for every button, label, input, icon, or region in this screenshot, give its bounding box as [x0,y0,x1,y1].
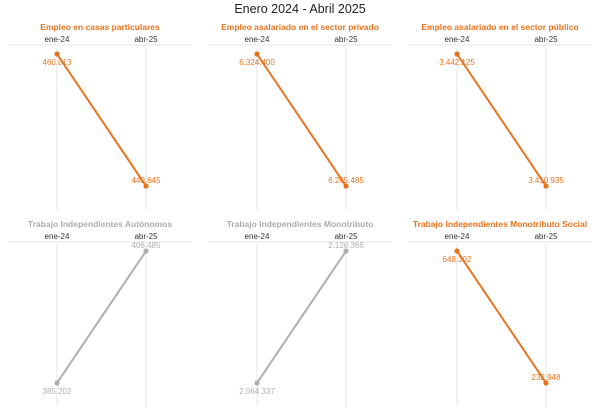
series-line [256,250,347,384]
panel-chart: ene-24 abr-25 6.324.400 6.265.485 [208,35,392,210]
panel-title: Trabajo Independientes Monotributo Socia… [412,219,588,229]
panel-chart: ene-24 abr-25 460.013 440.645 [8,35,192,210]
x-tick-label: ene-24 [45,35,70,44]
panel-title: Empleo asalariado en el sector público [421,22,579,32]
value-label: 2.064.337 [239,387,275,396]
x-tick-label: ene-24 [445,232,470,241]
value-label: 406.485 [132,241,161,250]
panel-chart: ene-24 abr-25 385.202 406.485 [8,232,192,407]
data-point [54,380,60,386]
data-point [543,183,549,189]
data-point [343,183,349,189]
x-tick-label: abr-25 [134,232,158,241]
chart-title: Enero 2024 - Abril 2025 [234,2,366,16]
value-label: 232.948 [532,373,561,382]
value-label: 2.126.366 [328,241,364,250]
x-tick-label: abr-25 [334,35,358,44]
x-tick-label: ene-24 [445,35,470,44]
panel-title: Empleo asalariado en el sector privado [221,22,379,32]
value-label: 440.645 [132,176,161,185]
series-line [256,53,347,187]
value-label: 6.265.485 [328,176,364,185]
series-line [56,250,147,384]
x-tick-label: abr-25 [534,35,558,44]
value-label: 3.442.125 [439,58,475,67]
panel-title: Trabajo Independientes Autónomos [27,219,173,229]
value-label: 3.410.935 [528,176,564,185]
value-label: 460.013 [43,58,72,67]
small-multiple-panel: Trabajo Independientes Monotributo ene-2… [200,219,400,407]
small-multiple-panel: Empleo asalariado en el sector privado e… [200,22,400,210]
data-point [143,248,149,254]
panel-chart: ene-24 abr-25 2.064.337 2.126.366 [208,232,392,407]
panel-chart: ene-24 abr-25 648.302 232.948 [408,232,592,407]
series-line [56,53,147,187]
data-point [254,51,260,57]
x-tick-label: ene-24 [245,232,270,241]
x-tick-label: abr-25 [534,232,558,241]
data-point [254,380,260,386]
panel-title: Empleo en casas particulares [40,22,160,32]
data-point [454,248,460,254]
small-multiple-panel: Empleo en casas particulares ene-24 abr-2… [0,22,200,210]
data-point [143,183,149,189]
small-multiple-panel: Trabajo Independientes Autónomos ene-24 a… [0,219,200,407]
series-line [456,250,547,384]
x-tick-label: ene-24 [45,232,70,241]
panel-title: Trabajo Independientes Monotributo [226,219,374,229]
value-label: 385.202 [43,387,72,396]
panel-chart: ene-24 abr-25 3.442.125 3.410.935 [408,35,592,210]
value-label: 648.302 [443,255,472,264]
x-tick-label: abr-25 [134,35,158,44]
value-label: 6.324.400 [239,58,275,67]
small-multiple-panel: Trabajo Independientes Monotributo Socia… [400,219,600,407]
data-point [543,380,549,386]
data-point [343,248,349,254]
data-point [54,51,60,57]
x-tick-label: ene-24 [245,35,270,44]
data-point [454,51,460,57]
x-tick-label: abr-25 [334,232,358,241]
series-line [456,53,547,187]
small-multiple-panel: Empleo asalariado en el sector público e… [400,22,600,210]
